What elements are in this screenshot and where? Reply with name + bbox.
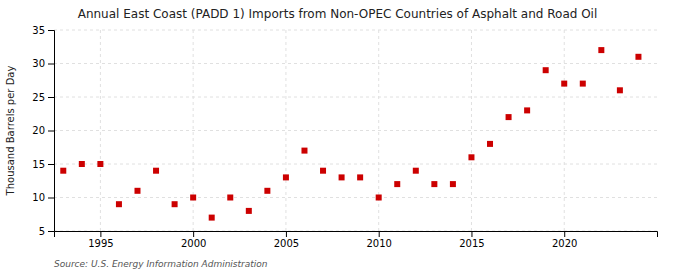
point xyxy=(60,168,66,174)
x-tick: 2020 xyxy=(552,231,577,249)
point xyxy=(431,181,437,187)
y-tick: 5 xyxy=(39,226,54,237)
x-tick: 2015 xyxy=(459,231,484,249)
x-grid-line xyxy=(378,30,379,231)
point xyxy=(320,168,326,174)
y-tick-mark xyxy=(48,97,54,98)
x-tick: 1995 xyxy=(88,231,113,249)
y-tick: 15 xyxy=(32,159,54,170)
y-tick-mark xyxy=(48,231,54,232)
point xyxy=(190,195,196,201)
grid xyxy=(54,30,657,231)
y-tick: 35 xyxy=(32,25,54,36)
y-tick-label: 35 xyxy=(32,25,45,36)
x-grid-line xyxy=(100,30,101,231)
point xyxy=(468,154,474,160)
x-tick: 2000 xyxy=(181,231,206,249)
chart-svg: 1995 2000 2005 2010 2015 2020 5 10 15 20 25 30 35 Ann… xyxy=(0,0,675,275)
chart-container: 1995 2000 2005 2010 2015 2020 5 10 15 20 25 30 35 Ann… xyxy=(0,0,675,275)
x-tick-label: 1995 xyxy=(88,238,113,249)
point xyxy=(561,81,567,87)
point xyxy=(413,168,419,174)
point xyxy=(172,201,178,207)
point xyxy=(506,114,512,120)
point xyxy=(227,195,233,201)
x-tick-mark xyxy=(379,231,380,237)
x-axis: 1995 2000 2005 2010 2015 2020 xyxy=(55,231,658,249)
point xyxy=(134,188,140,194)
point xyxy=(394,181,400,187)
x-tick-label: 2010 xyxy=(366,238,391,249)
y-tick: 20 xyxy=(32,125,54,136)
x-grid-line xyxy=(564,30,565,231)
y-grid-line xyxy=(54,97,657,98)
y-axis-line xyxy=(48,31,55,232)
y-axis-label: Thousand Barrels per Day xyxy=(5,66,16,197)
point xyxy=(79,161,85,167)
point xyxy=(598,47,604,53)
title: Annual East Coast (PADD 1) Imports from … xyxy=(78,7,598,21)
x-tick-mark xyxy=(564,231,565,237)
point xyxy=(246,208,252,214)
x-tick-mark xyxy=(471,231,472,237)
x-tick-label: 2015 xyxy=(459,238,484,249)
y-grid-line xyxy=(54,164,657,165)
y-tick: 25 xyxy=(32,92,54,103)
y-tick: 30 xyxy=(32,58,54,69)
point xyxy=(116,201,122,207)
x-tick: 2010 xyxy=(366,231,391,249)
y-grid-line xyxy=(54,30,657,31)
y-axis: 5 10 15 20 25 30 35 xyxy=(32,25,54,237)
x-tick-mark xyxy=(100,231,101,237)
y-grid-line xyxy=(54,130,657,131)
x-tick: 2005 xyxy=(274,231,299,249)
y-tick-label: 10 xyxy=(32,192,45,203)
y-tick-label: 25 xyxy=(32,92,45,103)
point xyxy=(301,148,307,154)
y-grid-line xyxy=(54,63,657,64)
y-tick-label: 15 xyxy=(32,159,45,170)
y-tick-mark xyxy=(48,64,54,65)
x-tick-mark xyxy=(286,231,287,237)
point xyxy=(617,87,623,93)
point xyxy=(209,215,215,221)
x-axis-line xyxy=(55,232,658,238)
x-tick-mark xyxy=(193,231,194,237)
point xyxy=(264,188,270,194)
points xyxy=(60,47,641,221)
y-tick-label: 5 xyxy=(39,226,45,237)
y-tick-label: 30 xyxy=(32,58,45,69)
point xyxy=(97,161,103,167)
point xyxy=(487,141,493,147)
x-grid-line xyxy=(471,30,472,231)
x-grid-line xyxy=(193,30,194,231)
point xyxy=(635,54,641,60)
point xyxy=(450,181,456,187)
y-tick-mark xyxy=(48,198,54,199)
x-grid-line xyxy=(285,30,286,231)
x-tick-label: 2020 xyxy=(552,238,577,249)
point xyxy=(357,174,363,180)
x-tick-label: 2005 xyxy=(274,238,299,249)
point xyxy=(153,168,159,174)
y-tick-mark xyxy=(48,131,54,132)
point xyxy=(339,174,345,180)
y-tick-mark xyxy=(48,164,54,165)
x-tick-label: 2000 xyxy=(181,238,206,249)
point xyxy=(283,174,289,180)
y-tick-mark xyxy=(48,30,54,31)
point xyxy=(580,81,586,87)
y-tick-label: 20 xyxy=(32,125,45,136)
y-tick: 10 xyxy=(32,192,54,203)
source-note: Source: U.S. Energy Information Administ… xyxy=(54,259,268,269)
point xyxy=(524,107,530,113)
y-grid-line xyxy=(54,197,657,198)
point xyxy=(376,195,382,201)
plot-area: 1995 2000 2005 2010 2015 2020 5 10 15 20 25 30 35 xyxy=(32,25,657,249)
point xyxy=(543,67,549,73)
